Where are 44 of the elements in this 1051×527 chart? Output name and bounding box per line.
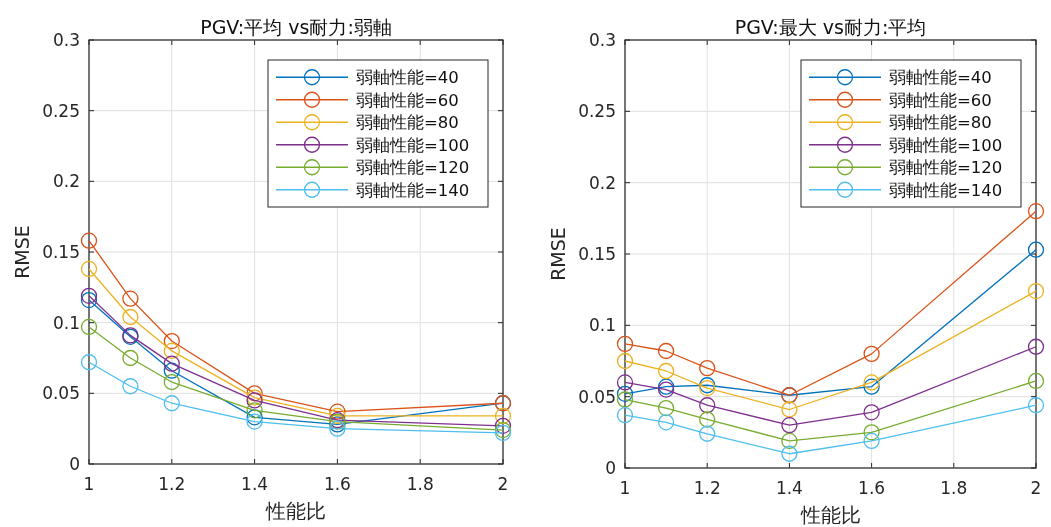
legend-label: 弱軸性能=120 — [356, 158, 470, 178]
y-tick-label: 0.1 — [588, 315, 616, 336]
legend-label: 弱軸性能=80 — [889, 113, 992, 133]
x-tick-label: 1.2 — [158, 474, 186, 494]
x-tick-label: 1.4 — [241, 474, 269, 494]
x-tick-label: 2 — [497, 474, 509, 494]
legend-label: 弱軸性能=80 — [356, 113, 459, 133]
y-tick-label: 0 — [605, 458, 616, 478]
y-axis-title: RMSE — [547, 227, 569, 281]
legend-label: 弱軸性能=60 — [356, 90, 459, 110]
legend-label: 弱軸性能=60 — [889, 90, 992, 110]
y-tick-label: 0 — [69, 454, 80, 474]
x-tick-label: 1.8 — [940, 478, 968, 498]
x-tick-label: 1.8 — [406, 474, 434, 494]
y-axis-title: RMSE — [11, 225, 33, 279]
y-tick-label: 0.1 — [52, 312, 80, 333]
legend-label: 弱軸性能=140 — [889, 180, 1003, 200]
legend-label: 弱軸性能=100 — [356, 135, 470, 155]
y-tick-label: 0.2 — [52, 171, 80, 192]
legend-label: 弱軸性能=140 — [356, 180, 470, 200]
chart-title: PGV:平均 vs耐力:弱軸 — [200, 16, 392, 38]
y-tick-label: 0.05 — [578, 386, 616, 407]
y-tick-label: 0.3 — [52, 30, 80, 50]
x-tick-label: 1 — [619, 478, 631, 498]
x-tick-label: 1.4 — [775, 478, 803, 498]
legend-label: 弱軸性能=120 — [889, 158, 1003, 178]
y-tick-label: 0.25 — [578, 101, 616, 122]
legend-label: 弱軸性能=40 — [356, 68, 459, 88]
x-axis-title: 性能比 — [265, 499, 326, 523]
y-tick-label: 0.05 — [42, 383, 80, 404]
x-axis-title: 性能比 — [799, 503, 861, 527]
legend-label: 弱軸性能=100 — [889, 135, 1003, 155]
x-tick-label: 1.6 — [323, 474, 351, 494]
y-tick-label: 0.15 — [578, 244, 616, 264]
x-tick-label: 2 — [1030, 478, 1042, 498]
chart-title: PGV:最大 vs耐力:平均 — [734, 16, 927, 38]
x-tick-label: 1 — [83, 474, 95, 494]
x-tick-label: 1.6 — [858, 478, 886, 498]
y-tick-label: 0.15 — [42, 242, 80, 262]
y-tick-label: 0.2 — [588, 172, 616, 193]
y-tick-label: 0.25 — [42, 100, 80, 121]
legend-label: 弱軸性能=40 — [889, 68, 992, 88]
y-tick-label: 0.3 — [588, 30, 616, 50]
x-tick-label: 1.2 — [693, 478, 721, 498]
